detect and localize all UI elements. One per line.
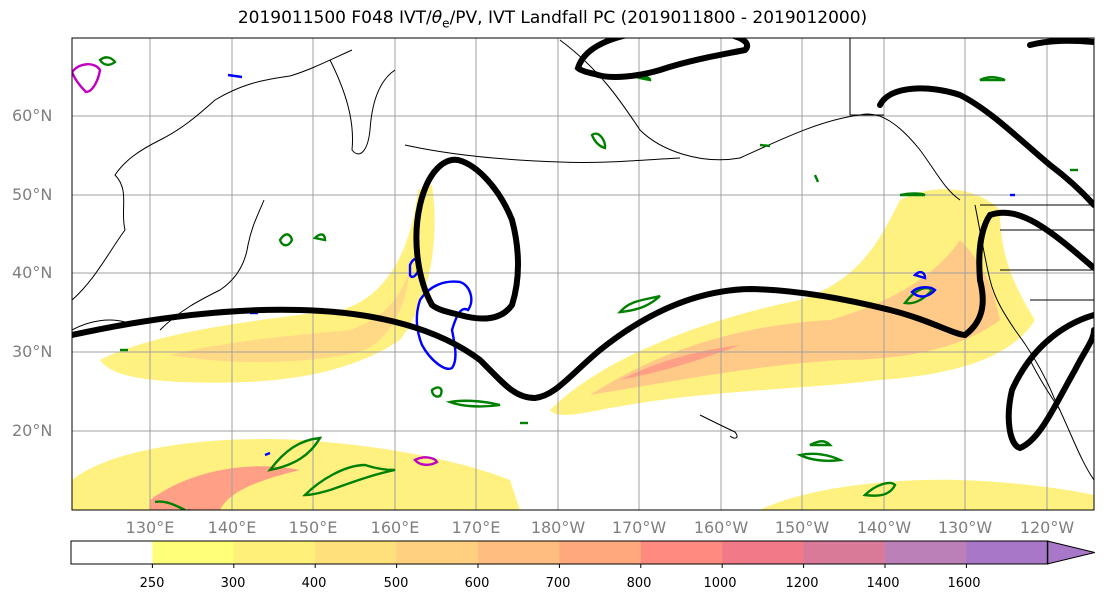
colorbar-segment	[478, 541, 560, 564]
ivt-plume-south-east	[760, 479, 1094, 510]
colorbar-tick-label: 1200	[785, 576, 819, 591]
colorbar-segment	[966, 541, 1049, 564]
coast-hawaii	[699, 414, 738, 439]
lat-label-60n: 60°N	[12, 106, 53, 125]
coastlines	[72, 38, 1094, 481]
coast-aleutians	[404, 144, 681, 164]
lon-label-140w: 140°W	[856, 518, 912, 537]
map-title: 2019011500 F048 IVT/θe/PV, IVT Landfall …	[237, 8, 868, 31]
coast-alaska	[559, 39, 961, 201]
coast-asia	[72, 49, 353, 331]
coast-north-america	[974, 204, 1094, 481]
colorbar-segment	[71, 541, 153, 564]
colorbar-tick-label: 1600	[947, 576, 981, 591]
colorbar-segment	[559, 541, 642, 564]
lon-label-120w: 120°W	[1019, 518, 1075, 537]
ivt-plume-south-core	[150, 466, 300, 510]
colorbar-extend-arrow	[1046, 540, 1095, 565]
pc-contour-east	[1005, 312, 1094, 452]
colorbar-tick-label: 600	[464, 576, 490, 591]
ivt-plume-central-max	[620, 345, 740, 380]
colorbar-tick-label: 250	[139, 576, 165, 591]
colorbar-segment	[315, 541, 398, 564]
pc-contour-ne	[877, 38, 1094, 208]
colorbar-tick-label: 500	[383, 576, 409, 591]
pv-contours	[227, 73, 1015, 457]
colorbar-segment	[722, 541, 805, 564]
lat-label-40n: 40°N	[12, 263, 53, 282]
map-frame	[71, 37, 1095, 511]
lon-label-130e: 130°E	[125, 518, 175, 537]
lon-label-170w: 170°W	[611, 518, 667, 537]
colorbar-segment	[640, 541, 723, 564]
lon-label-160e: 160°E	[370, 518, 420, 537]
lon-label-140e: 140°E	[207, 518, 257, 537]
colorbar-segment	[803, 541, 886, 564]
colorbar-segment	[885, 541, 967, 564]
lat-label-50n: 50°N	[12, 185, 53, 204]
pc-contour-loop-center	[413, 156, 521, 322]
colorbar-tick-label: 1400	[866, 576, 900, 591]
colorbar-tick-label: 700	[545, 576, 571, 591]
lon-label-180w: 180°W	[530, 518, 586, 537]
colorbar-segment	[396, 541, 479, 564]
coast-japan	[159, 199, 265, 331]
lon-label-170e: 170°E	[451, 518, 501, 537]
lon-label-130w: 130°W	[937, 518, 993, 537]
colorbar-segment	[152, 541, 235, 564]
theta-e-contours	[98, 56, 1078, 510]
lon-label-150e: 150°E	[288, 518, 338, 537]
colorbar-tick-label: 1000	[703, 576, 737, 591]
pc-contour-main	[72, 209, 1094, 402]
pv-magenta-contours	[72, 63, 439, 466]
coast-kamchatka	[329, 59, 396, 155]
lat-label-30n: 30°N	[12, 342, 53, 361]
colorbar-tick-label: 400	[301, 576, 327, 591]
colorbar-tick-label: 800	[626, 576, 652, 591]
lon-label-160w: 160°W	[693, 518, 749, 537]
ivt-landfall-pc-contours	[72, 38, 1094, 452]
colorbar-segment	[233, 541, 316, 564]
lat-label-20n: 20°N	[12, 421, 53, 440]
colorbar-tick-label: 300	[220, 576, 246, 591]
ivt-shading	[72, 185, 1094, 510]
ivt-plume-west-core	[170, 270, 410, 363]
colorbar	[70, 540, 1095, 568]
lon-label-150w: 150°W	[774, 518, 830, 537]
pc-contour-north	[574, 38, 750, 80]
